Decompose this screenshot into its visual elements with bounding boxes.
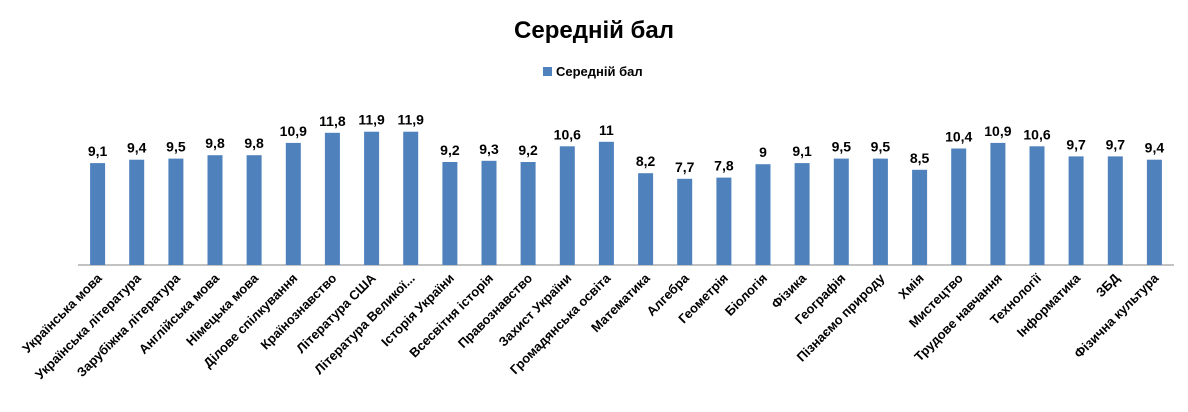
bar bbox=[912, 169, 928, 265]
bar bbox=[559, 146, 575, 265]
data-label: 9,5 bbox=[166, 139, 186, 155]
data-label: 9,1 bbox=[792, 143, 812, 159]
bar bbox=[794, 163, 810, 265]
bar bbox=[755, 164, 771, 265]
data-labels-group: 9,1 9,4 9,5 9,8 9,8 10,9 11,8 11,9 11,9 9,2 9,3 9,2… bbox=[88, 112, 1164, 175]
data-label: 11,9 bbox=[358, 112, 385, 128]
bar bbox=[833, 158, 849, 265]
bar bbox=[168, 158, 184, 265]
bar bbox=[872, 158, 888, 265]
data-label: 8,2 bbox=[636, 153, 656, 169]
bar bbox=[1029, 146, 1045, 265]
data-label: 9,7 bbox=[1066, 136, 1086, 152]
bar bbox=[207, 155, 223, 265]
bar bbox=[990, 142, 1006, 265]
data-label: 9,8 bbox=[205, 135, 225, 151]
chart-title: Середній бал bbox=[514, 17, 674, 44]
data-label: 9,5 bbox=[871, 139, 891, 155]
bar bbox=[1146, 159, 1162, 265]
bar bbox=[716, 177, 732, 265]
bar bbox=[246, 155, 262, 265]
data-label: 10,6 bbox=[554, 126, 581, 142]
data-label: 8,5 bbox=[910, 150, 930, 166]
data-label: 7,8 bbox=[714, 158, 734, 174]
bar bbox=[129, 159, 145, 265]
data-label: 9,8 bbox=[244, 135, 264, 151]
bar bbox=[638, 173, 654, 265]
data-label: 9,4 bbox=[127, 140, 147, 156]
data-label: 9,5 bbox=[832, 139, 852, 155]
data-label: 11,9 bbox=[397, 112, 424, 128]
data-label: 9,4 bbox=[1145, 140, 1165, 156]
legend-swatch bbox=[543, 67, 552, 76]
data-label: 10,9 bbox=[984, 123, 1011, 139]
data-label: 10,6 bbox=[1023, 126, 1050, 142]
data-label: 7,7 bbox=[675, 159, 695, 175]
data-label: 10,9 bbox=[280, 123, 307, 139]
x-tick-label: Хмія bbox=[895, 271, 926, 302]
data-label: 9,3 bbox=[479, 141, 499, 157]
data-label: 9,2 bbox=[440, 142, 460, 158]
bar bbox=[324, 132, 340, 265]
bar bbox=[481, 160, 497, 265]
legend: Середній бал bbox=[543, 64, 643, 79]
bars-group bbox=[90, 131, 1162, 265]
legend-label: Середній бал bbox=[556, 64, 643, 79]
data-label: 9 bbox=[759, 144, 767, 160]
bar bbox=[90, 163, 106, 265]
bar bbox=[442, 162, 458, 265]
data-label: 11,8 bbox=[319, 113, 346, 129]
x-tick-label: ЗБД bbox=[1093, 270, 1123, 300]
bar bbox=[285, 142, 301, 265]
bar bbox=[1107, 156, 1123, 265]
bar bbox=[951, 148, 967, 265]
data-label: 11 bbox=[599, 122, 614, 138]
data-label: 9,2 bbox=[518, 142, 538, 158]
bar bbox=[1068, 156, 1084, 265]
bar bbox=[403, 131, 419, 265]
x-tick-label: Біологія bbox=[722, 271, 770, 319]
bar bbox=[520, 162, 536, 265]
data-label: 9,1 bbox=[88, 143, 108, 159]
data-label: 9,7 bbox=[1106, 136, 1126, 152]
data-label: 10,4 bbox=[945, 129, 972, 145]
bar bbox=[598, 141, 614, 265]
bar bbox=[677, 178, 693, 265]
bar bbox=[364, 131, 380, 265]
